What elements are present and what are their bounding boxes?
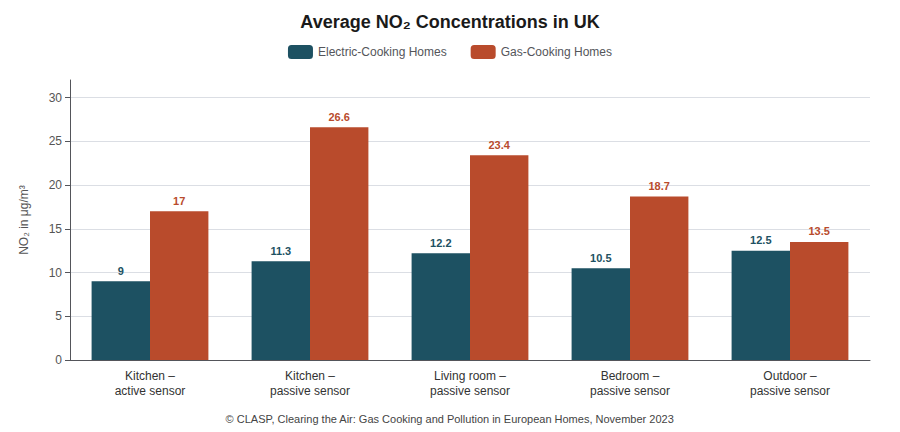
- svg-text:13.5: 13.5: [808, 225, 829, 237]
- svg-text:passive sensor: passive sensor: [270, 384, 350, 398]
- svg-text:Kitchen –: Kitchen –: [125, 369, 175, 383]
- svg-text:12.2: 12.2: [430, 237, 451, 249]
- svg-text:25: 25: [49, 134, 63, 148]
- svg-text:12.5: 12.5: [750, 234, 771, 246]
- svg-text:Outdoor –: Outdoor –: [763, 369, 817, 383]
- svg-text:10: 10: [49, 266, 63, 280]
- svg-text:30: 30: [49, 91, 63, 105]
- svg-text:17: 17: [173, 195, 185, 207]
- svg-text:passive sensor: passive sensor: [590, 384, 670, 398]
- svg-text:18.7: 18.7: [648, 180, 669, 192]
- svg-text:Living room –: Living room –: [434, 369, 506, 383]
- svg-text:© CLASP, Clearing the Air: Gas: © CLASP, Clearing the Air: Gas Cooking a…: [226, 413, 674, 425]
- svg-text:Average NO₂ Concentrations in: Average NO₂ Concentrations in UK: [300, 12, 599, 32]
- svg-text:10.5: 10.5: [590, 252, 611, 264]
- svg-text:passive sensor: passive sensor: [750, 384, 830, 398]
- svg-text:passive sensor: passive sensor: [430, 384, 510, 398]
- svg-text:15: 15: [49, 222, 63, 236]
- svg-text:0: 0: [55, 353, 62, 367]
- svg-text:Electric-Cooking Homes: Electric-Cooking Homes: [318, 45, 447, 59]
- svg-text:23.4: 23.4: [488, 139, 510, 151]
- svg-text:NO₂ in μg/m³: NO₂ in μg/m³: [17, 185, 31, 255]
- svg-text:Bedroom –: Bedroom –: [601, 369, 660, 383]
- svg-text:26.6: 26.6: [328, 111, 349, 123]
- svg-text:Kitchen –: Kitchen –: [285, 369, 335, 383]
- svg-text:5: 5: [55, 309, 62, 323]
- svg-text:20: 20: [49, 178, 63, 192]
- svg-text:9: 9: [118, 265, 124, 277]
- svg-text:active sensor: active sensor: [115, 384, 186, 398]
- svg-text:11.3: 11.3: [270, 245, 291, 257]
- svg-text:Gas-Cooking Homes: Gas-Cooking Homes: [501, 45, 612, 59]
